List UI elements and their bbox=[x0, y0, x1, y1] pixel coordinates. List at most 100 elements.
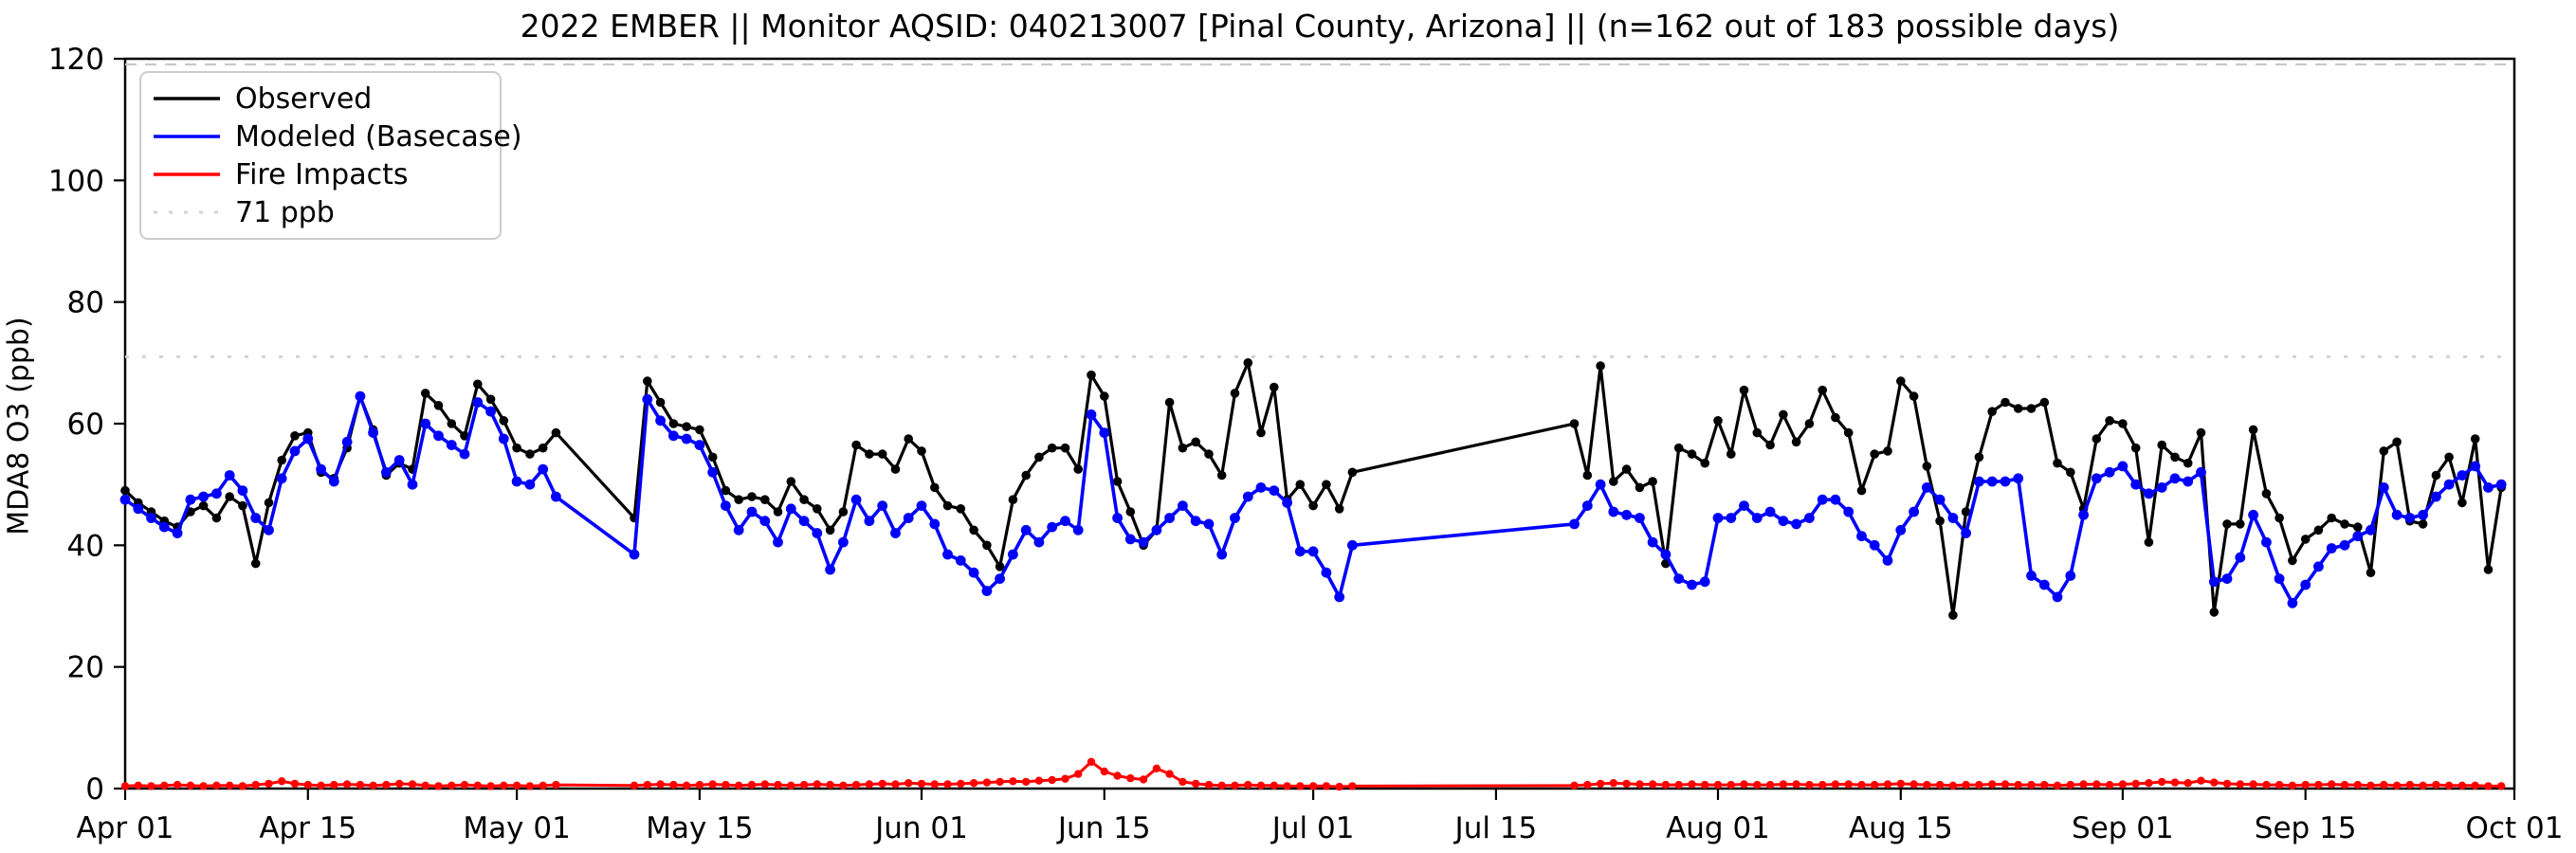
data-point bbox=[2288, 555, 2297, 566]
data-point bbox=[1047, 521, 1058, 533]
data-point bbox=[2418, 509, 2429, 520]
x-tick-label: Apr 01 bbox=[77, 811, 174, 845]
data-point bbox=[2275, 513, 2284, 523]
data-point bbox=[2404, 513, 2416, 523]
data-point bbox=[2326, 543, 2337, 554]
data-point bbox=[1008, 549, 1018, 560]
data-point bbox=[1047, 443, 1057, 453]
data-point bbox=[851, 780, 861, 789]
data-point bbox=[186, 781, 195, 789]
data-point bbox=[864, 516, 875, 527]
data-point bbox=[1988, 780, 1997, 789]
data-point bbox=[2471, 781, 2479, 789]
x-tick-label: Jun 01 bbox=[873, 811, 968, 845]
data-point bbox=[448, 781, 456, 789]
data-point bbox=[1204, 780, 1214, 789]
data-point bbox=[407, 479, 418, 490]
data-point bbox=[2353, 522, 2363, 532]
data-point bbox=[955, 555, 966, 566]
data-point bbox=[1857, 780, 1866, 789]
data-point bbox=[1948, 610, 1958, 620]
data-point bbox=[226, 781, 234, 789]
data-point bbox=[929, 518, 941, 530]
data-point bbox=[2065, 571, 2076, 581]
data-point bbox=[265, 779, 273, 789]
data-point bbox=[1843, 506, 1854, 517]
data-point bbox=[2117, 461, 2128, 472]
data-point bbox=[1961, 528, 1972, 538]
data-point bbox=[1647, 536, 1658, 548]
legend-box bbox=[139, 71, 502, 240]
data-point bbox=[1308, 782, 1318, 790]
data-point bbox=[1270, 781, 1279, 789]
data-point bbox=[2236, 780, 2244, 789]
data-point bbox=[1203, 518, 1215, 530]
data-point bbox=[1882, 555, 1893, 566]
data-point bbox=[2092, 780, 2101, 789]
data-point bbox=[1216, 549, 1228, 560]
data-point bbox=[1712, 513, 1724, 523]
x-tick-label: Apr 15 bbox=[259, 811, 356, 845]
data-point bbox=[707, 452, 718, 463]
data-point bbox=[2066, 780, 2074, 789]
data-point bbox=[747, 780, 757, 789]
data-point bbox=[1726, 513, 1737, 523]
data-point bbox=[511, 476, 522, 487]
data-point bbox=[1635, 513, 1645, 523]
data-point bbox=[850, 494, 862, 505]
data-point bbox=[865, 449, 874, 459]
data-point bbox=[1073, 464, 1083, 474]
x-tick-label: Jul 01 bbox=[1270, 811, 1355, 845]
data-point bbox=[1295, 480, 1306, 489]
y-tick-label: 120 bbox=[48, 43, 104, 77]
data-point bbox=[2340, 780, 2349, 789]
data-point bbox=[160, 781, 169, 789]
x-tick-label: Aug 01 bbox=[1666, 811, 1770, 845]
data-point bbox=[799, 780, 809, 789]
data-point bbox=[877, 449, 887, 459]
data-point bbox=[799, 495, 809, 504]
data-point bbox=[2118, 419, 2128, 428]
data-point bbox=[2261, 489, 2272, 499]
data-point bbox=[656, 780, 665, 789]
data-point bbox=[2183, 476, 2194, 487]
legend: Observed Modeled (Basecase) Fire Impacts 71… bbox=[139, 71, 522, 240]
data-point bbox=[1764, 506, 1776, 517]
data-point bbox=[1635, 482, 1645, 493]
data-point bbox=[486, 782, 495, 790]
data-point bbox=[499, 416, 509, 426]
data-point bbox=[1581, 500, 1593, 511]
x-tick-label: Sep 15 bbox=[2255, 811, 2357, 845]
data-point bbox=[1844, 780, 1853, 789]
data-point bbox=[1348, 782, 1357, 790]
data-point bbox=[278, 777, 286, 786]
data-point bbox=[904, 779, 913, 788]
data-point bbox=[1648, 780, 1657, 789]
data-point bbox=[1869, 539, 1880, 551]
data-point bbox=[198, 500, 209, 511]
data-point bbox=[1856, 485, 1867, 496]
data-point bbox=[1726, 780, 1736, 789]
data-point bbox=[969, 525, 978, 535]
data-point bbox=[2340, 519, 2349, 529]
data-point bbox=[2366, 781, 2375, 789]
data-point bbox=[1896, 376, 1906, 386]
data-point bbox=[942, 549, 953, 560]
data-point bbox=[957, 779, 965, 789]
data-point bbox=[2300, 579, 2311, 590]
data-point bbox=[1074, 770, 1083, 778]
data-point bbox=[134, 781, 142, 789]
data-point bbox=[1739, 500, 1749, 511]
data-point bbox=[212, 781, 221, 789]
data-point bbox=[211, 513, 222, 523]
data-point bbox=[773, 507, 783, 517]
data-point bbox=[1830, 494, 1841, 505]
data-point bbox=[2038, 579, 2050, 590]
data-point bbox=[1243, 358, 1253, 368]
data-point bbox=[2001, 397, 2010, 408]
data-point bbox=[1217, 781, 1226, 789]
data-point bbox=[825, 525, 835, 535]
data-point bbox=[2274, 573, 2285, 584]
data-point bbox=[2013, 404, 2023, 413]
